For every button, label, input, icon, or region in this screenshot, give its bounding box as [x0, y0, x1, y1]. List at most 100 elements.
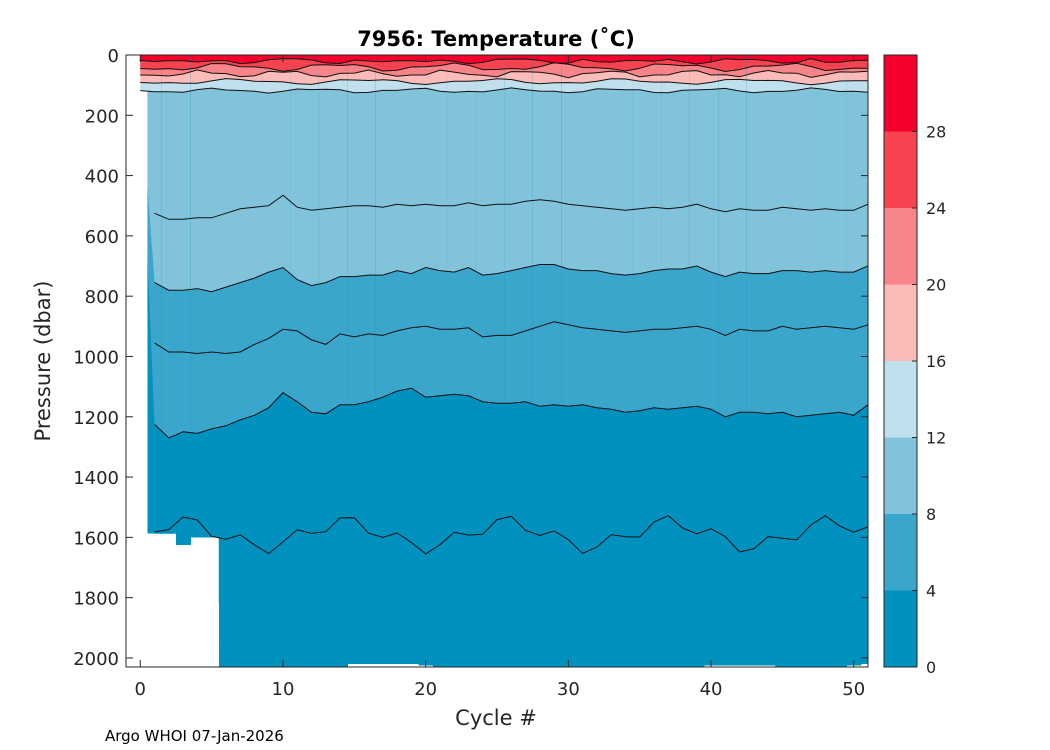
contour-band-segment	[818, 73, 833, 84]
contour-band-segment	[332, 65, 348, 76]
contour-band-segment	[175, 431, 191, 545]
contour-band-segment	[703, 269, 719, 414]
colorbar: 0 4 8 12 16 20 24 28	[883, 54, 946, 677]
colorbar-tick-label: 28	[926, 123, 946, 142]
contour-band-segment	[803, 83, 819, 90]
contour-band-segment	[646, 81, 662, 93]
contour-band-segment	[532, 264, 548, 407]
contour-band-segment	[661, 91, 676, 270]
contour-band-segment	[161, 431, 177, 534]
contour-band-segment	[290, 397, 305, 667]
contour-band-segment	[518, 401, 534, 667]
contour-band-segment	[247, 275, 263, 418]
contour-band-segment	[518, 58, 534, 70]
contour-band-segment	[404, 66, 420, 76]
contour-band-segment	[646, 74, 662, 83]
contour-band-segment	[732, 59, 748, 71]
contour-band-segment	[504, 59, 520, 70]
contour-band-segment	[275, 392, 291, 667]
contour-band-segment	[575, 59, 591, 68]
colorbar-tick-label: 20	[926, 276, 946, 295]
contour-band-segment	[447, 81, 462, 93]
contour-band-segment	[147, 257, 163, 534]
contour-band-segment	[518, 55, 534, 60]
y-tick-label: 0	[108, 46, 119, 67]
contour-band-segment	[275, 71, 291, 83]
isotherm-16C	[140, 78, 868, 86]
contour-band-segment	[247, 90, 263, 281]
y-tick-label: 1800	[73, 589, 119, 610]
contour-band-segment	[361, 70, 377, 81]
y-tick-label: 1200	[73, 408, 119, 429]
contour-band-segment	[161, 55, 177, 62]
contour-band-segment	[447, 91, 462, 273]
contour-band-segment	[689, 55, 705, 64]
contour-band-segment	[489, 402, 505, 667]
contour-band-segment	[475, 398, 491, 667]
contour-band-segment	[632, 66, 648, 77]
contour-band-segment	[375, 55, 391, 62]
y-tick-label: 1400	[73, 468, 119, 489]
contour-band-segment	[389, 60, 405, 71]
contour-band-segment	[546, 73, 562, 84]
isotherm-2C	[154, 515, 868, 555]
y-axis: 0 200 400 600 800 1000 1200 1400 1600 1800 2000	[73, 46, 868, 670]
contour-band-segment	[247, 411, 263, 667]
colorbar-segment	[884, 514, 917, 591]
contour-band-segment	[646, 91, 662, 273]
contour-band-segment	[161, 68, 177, 76]
contour-band-segment	[233, 417, 248, 667]
contour-band-segment	[275, 58, 291, 72]
contour-band-segment	[775, 64, 791, 74]
colorbar-segment	[884, 284, 917, 361]
contour-band-segment	[561, 91, 577, 270]
contour-band-segment	[389, 389, 405, 664]
contour-band-segment	[161, 74, 177, 83]
contour-band-segment	[347, 60, 363, 66]
contour-band-segment	[589, 80, 605, 91]
contour-band-segment	[447, 394, 462, 667]
contour-band-segment	[846, 269, 862, 416]
contour-band-segment	[618, 55, 634, 62]
contour-band-segment	[661, 55, 676, 61]
contour-band-segment	[818, 88, 833, 272]
contour-band-segment	[461, 73, 477, 82]
contour-band-segment	[304, 64, 320, 77]
contour-band-segment	[304, 55, 320, 62]
contour-band-segment	[318, 55, 334, 64]
contour-band-segment	[689, 70, 705, 85]
contour-band-segment	[218, 73, 234, 80]
contour-band-segment	[732, 272, 748, 415]
contour-band-segment	[589, 55, 605, 62]
contour-band-segment	[818, 60, 833, 71]
contour-band-segment	[461, 80, 477, 92]
contour-band-segment	[746, 412, 762, 666]
contour-band-segment	[661, 59, 676, 66]
contour-band-segment	[347, 91, 363, 277]
contour-band-segment	[518, 71, 534, 84]
contour-band-segment	[332, 73, 348, 81]
contour-band-segment	[218, 284, 234, 428]
x-tick-label: 50	[842, 679, 865, 700]
contour-band-segment	[389, 55, 405, 62]
contour-band-segment	[504, 269, 520, 404]
y-tick-label: 600	[85, 227, 119, 248]
colorbar-segment	[884, 437, 917, 514]
contour-band-segment	[546, 82, 562, 92]
contour-band-segment	[746, 55, 762, 61]
contour-band-segment	[304, 282, 320, 414]
contour-band-segment	[432, 89, 448, 272]
isotherm-4C	[154, 387, 868, 439]
contour-band-segment	[318, 279, 334, 414]
colorbar-tick-label: 12	[926, 429, 946, 448]
colorbar-tick-label: 0	[926, 658, 936, 677]
contour-band-segment	[732, 412, 748, 666]
contour-band-segment	[332, 79, 348, 92]
contour-band-segment	[803, 75, 819, 85]
contour-band-segment	[361, 91, 377, 276]
contour-band-segment	[233, 90, 248, 285]
contour-band-segment	[646, 64, 662, 76]
contour-band-segment	[347, 275, 363, 405]
contour-band-segment	[140, 60, 149, 69]
contour-band-segment	[689, 89, 705, 270]
